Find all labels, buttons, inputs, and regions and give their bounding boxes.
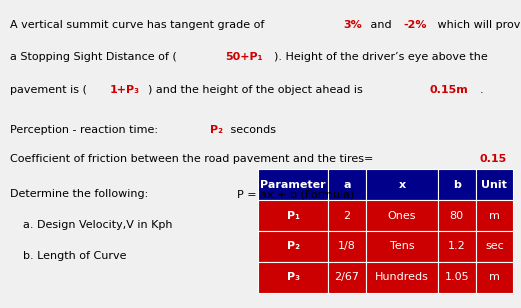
Bar <box>366 169 438 200</box>
Text: a: a <box>343 180 351 190</box>
Text: x: x <box>399 180 405 190</box>
Text: Coefficient of friction between the road pavement and the tires=: Coefficient of friction between the road… <box>10 154 374 164</box>
Text: 50+P₁: 50+P₁ <box>226 52 263 62</box>
Bar <box>438 169 476 200</box>
Text: which will provide: which will provide <box>434 20 521 30</box>
Text: 2: 2 <box>343 211 351 221</box>
Text: 1.2: 1.2 <box>448 241 466 251</box>
Text: Determine the following:: Determine the following: <box>10 189 148 199</box>
Text: m: m <box>489 272 500 282</box>
Text: P₂: P₂ <box>210 125 224 135</box>
Text: P = ax + b (Formula): P = ax + b (Formula) <box>237 189 354 199</box>
Text: 1+P₃: 1+P₃ <box>109 85 140 95</box>
Text: 0.15: 0.15 <box>479 154 506 164</box>
Text: P₂: P₂ <box>287 241 300 251</box>
Text: A vertical summit curve has tangent grade of: A vertical summit curve has tangent grad… <box>10 20 268 30</box>
Text: and: and <box>367 20 395 30</box>
Bar <box>366 200 438 231</box>
Bar <box>258 169 328 200</box>
Text: ). Height of the driver’s eye above the: ). Height of the driver’s eye above the <box>274 52 488 62</box>
Bar <box>258 262 328 293</box>
Text: 3%: 3% <box>343 20 362 30</box>
Bar <box>258 200 328 231</box>
Bar <box>366 231 438 262</box>
Text: b: b <box>453 180 461 190</box>
Text: -2%: -2% <box>404 20 427 30</box>
Text: a Stopping Sight Distance of (: a Stopping Sight Distance of ( <box>10 52 177 62</box>
Bar <box>328 200 366 231</box>
Bar <box>476 169 513 200</box>
Bar <box>476 231 513 262</box>
Text: Unit: Unit <box>481 180 507 190</box>
Bar <box>328 262 366 293</box>
Text: pavement is (: pavement is ( <box>10 85 88 95</box>
Bar <box>438 262 476 293</box>
Bar <box>438 231 476 262</box>
Text: sec: sec <box>485 241 504 251</box>
Bar <box>328 169 366 200</box>
Text: 80: 80 <box>450 211 464 221</box>
Text: Hundreds: Hundreds <box>375 272 429 282</box>
Bar <box>328 231 366 262</box>
Text: Ones: Ones <box>388 211 416 221</box>
Text: Perception - reaction time:: Perception - reaction time: <box>10 125 166 135</box>
Text: ) and the height of the object ahead is: ) and the height of the object ahead is <box>148 85 367 95</box>
Bar <box>476 200 513 231</box>
Text: P₁: P₁ <box>287 211 300 221</box>
Text: .: . <box>480 85 483 95</box>
Text: 0.15m: 0.15m <box>430 85 469 95</box>
Text: Tens: Tens <box>390 241 414 251</box>
Bar <box>438 200 476 231</box>
Text: 2/67: 2/67 <box>334 272 359 282</box>
Text: m: m <box>489 211 500 221</box>
Text: seconds: seconds <box>227 125 276 135</box>
Text: 1/8: 1/8 <box>338 241 356 251</box>
Bar <box>476 262 513 293</box>
Text: a. Design Velocity,V in Kph: a. Design Velocity,V in Kph <box>23 220 173 230</box>
Text: P₃: P₃ <box>287 272 300 282</box>
Text: 1.05: 1.05 <box>444 272 469 282</box>
Bar <box>366 262 438 293</box>
Bar <box>258 231 328 262</box>
Text: Parameter: Parameter <box>260 180 326 190</box>
Text: b. Length of Curve: b. Length of Curve <box>23 251 127 261</box>
